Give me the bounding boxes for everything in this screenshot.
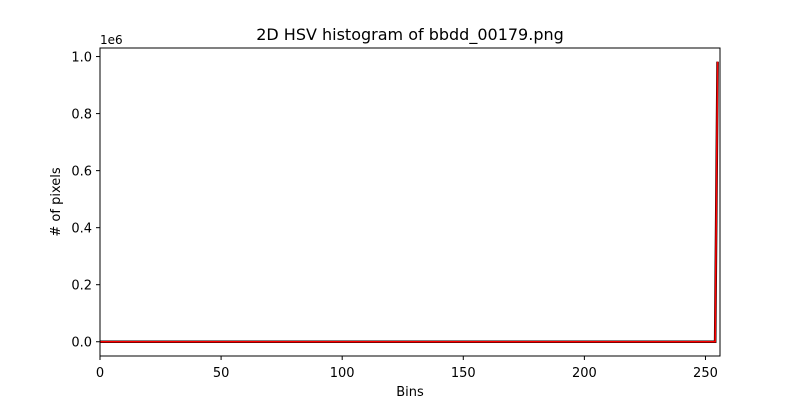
series-line-1 [100, 61, 719, 343]
y-tick-label: 1.0 [71, 51, 92, 66]
x-tick-label: 200 [572, 366, 597, 381]
y-tick-label: 0.8 [71, 108, 92, 123]
x-axis: 0 50 100 150 200 250 [96, 356, 718, 381]
y-tick-label: 0.4 [71, 222, 92, 237]
x-axis-label: Bins [396, 385, 424, 400]
y-tick-label: 0.6 [71, 165, 92, 180]
y-axis-label: # of pixels [49, 167, 64, 236]
x-tick-label: 150 [451, 366, 476, 381]
y-tick-label: 0.0 [71, 336, 92, 351]
plot-area [100, 61, 719, 344]
plot-frame [99, 47, 721, 357]
x-tick-label: 100 [330, 366, 355, 381]
x-tick-label: 0 [96, 366, 104, 381]
y-offset-label: 1e6 [100, 33, 123, 47]
x-tick-label: 50 [213, 366, 230, 381]
x-tick-label: 250 [693, 366, 718, 381]
y-tick-label: 0.2 [71, 279, 92, 294]
y-axis: 0.0 0.2 0.4 0.6 0.8 1.0 [71, 51, 100, 351]
chart-title: 2D HSV histogram of bbdd_00179.png [256, 25, 564, 45]
